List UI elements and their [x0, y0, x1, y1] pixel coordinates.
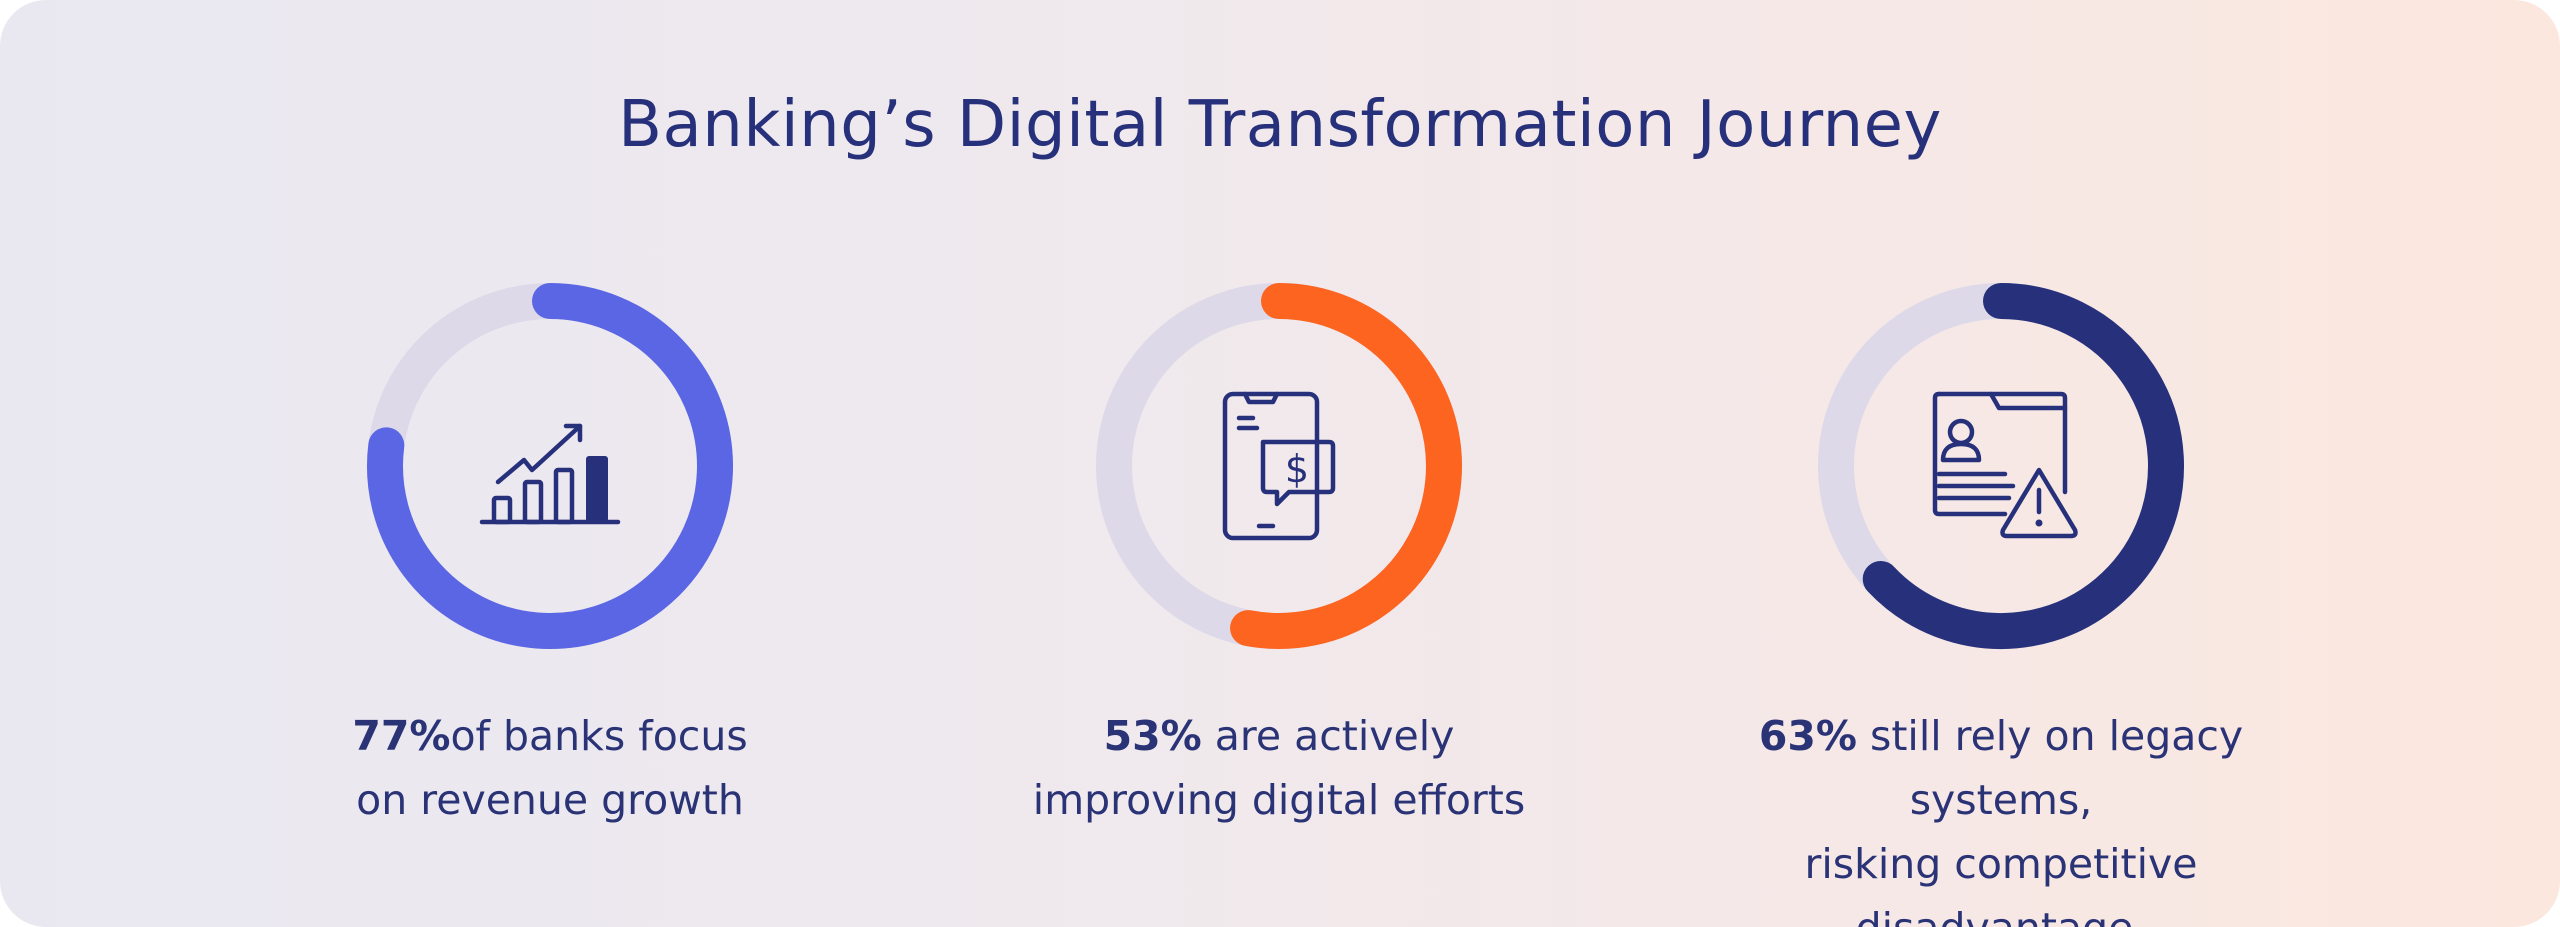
- stat-text-line1: of banks focus: [450, 712, 748, 760]
- progress-ring: $: [1096, 283, 1462, 649]
- stat-text-line2: on revenue growth: [356, 776, 744, 824]
- progress-ring: [367, 283, 733, 649]
- mobile-payment-icon: $: [1222, 391, 1336, 541]
- stat-caption: 53% are actively improving digital effor…: [999, 704, 1559, 832]
- stat-caption: 63% still rely on legacy systems, riskin…: [1721, 704, 2281, 927]
- page-title: Banking’s Digital Transformation Journey: [618, 88, 1942, 162]
- stat-value: 77%: [352, 712, 451, 760]
- progress-ring: [1818, 283, 2184, 649]
- stat-text-line1: are actively: [1201, 712, 1455, 760]
- stat-value: 63%: [1758, 712, 1857, 760]
- legacy-system-warning-icon: [1932, 391, 2078, 539]
- ring-progress-arc: [1862, 283, 2184, 649]
- ring-progress-arc: [1230, 283, 1462, 649]
- growth-chart-icon: [479, 423, 621, 525]
- svg-text:$: $: [1285, 447, 1309, 491]
- stat-caption: 77%of banks focus on revenue growth: [270, 704, 830, 832]
- stat-text-line2: improving digital efforts: [1032, 776, 1526, 824]
- stat-value: 53%: [1103, 712, 1202, 760]
- stat-text-line1: still rely on legacy systems,: [1856, 712, 2244, 824]
- stat-text-line2: risking competitive disadvantage.: [1804, 840, 2198, 927]
- ring-progress-arc: [367, 283, 733, 649]
